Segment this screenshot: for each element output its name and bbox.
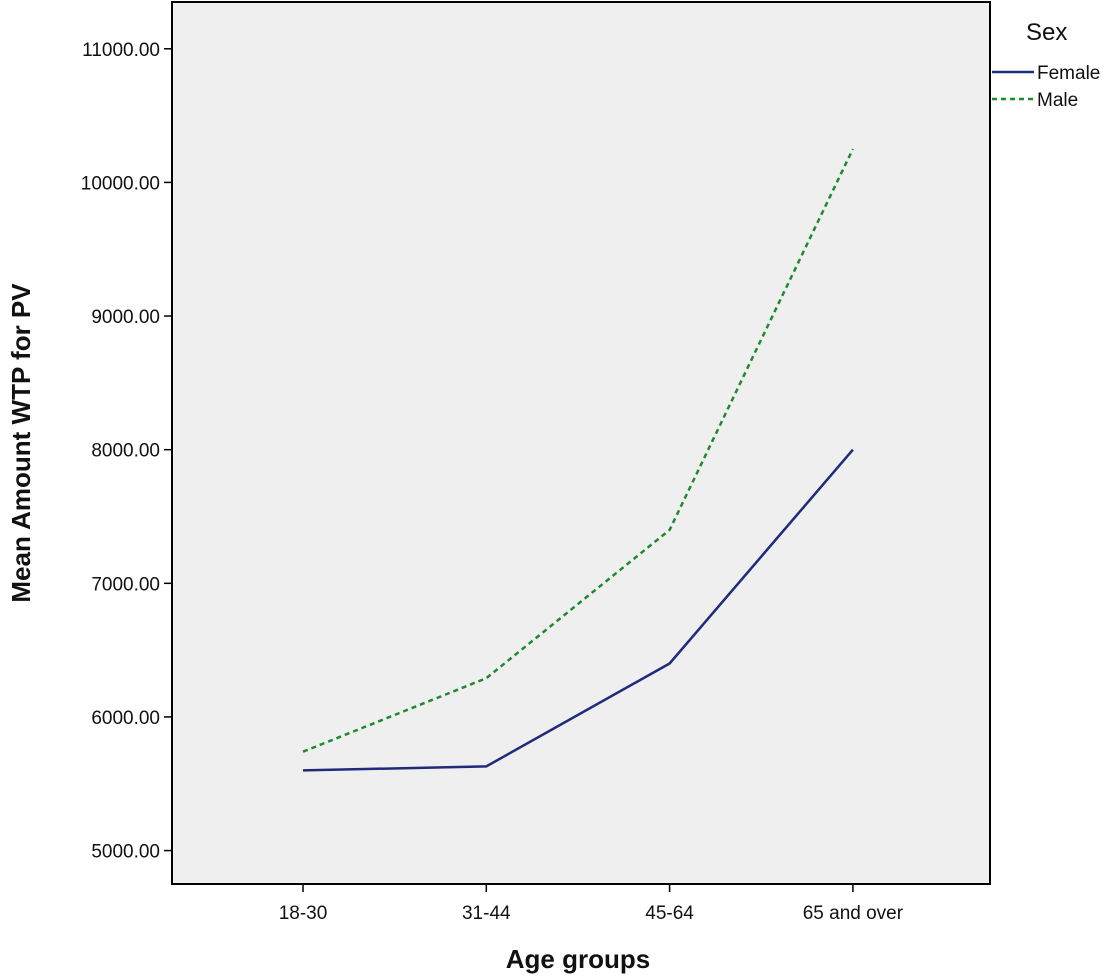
legend-title: Sex [1026,19,1067,46]
y-tick-label: 8000.00 [91,441,160,462]
legend-label-male: Male [1037,90,1078,111]
y-tick-label: 9000.00 [91,307,160,328]
legend: Sex Female Male [992,19,1100,111]
x-tick-label: 31-44 [462,903,511,924]
x-axis-title: Age groups [506,944,650,974]
y-axis: 5000.00 6000.00 7000.00 8000.00 9000.00 10000… [81,40,172,863]
series-layer [302,148,855,772]
y-tick-label: 11000.00 [82,40,160,61]
series-line-male [302,148,855,753]
x-tick-label: 45-64 [645,903,694,924]
y-tick-label: 5000.00 [91,842,160,863]
y-tick-label: 6000.00 [91,708,160,729]
x-axis: 18-30 31-44 45-64 65 and over [279,884,904,924]
series-line-female [302,448,854,772]
y-axis-title: Mean Amount WTP for PV [6,283,36,603]
legend-label-female: Female [1037,63,1100,84]
x-tick-label: 65 and over [803,903,904,924]
x-tick-label: 18-30 [279,903,328,924]
plot-area [171,1,991,885]
y-tick-label: 10000.00 [81,173,160,194]
y-tick-label: 7000.00 [91,574,160,595]
